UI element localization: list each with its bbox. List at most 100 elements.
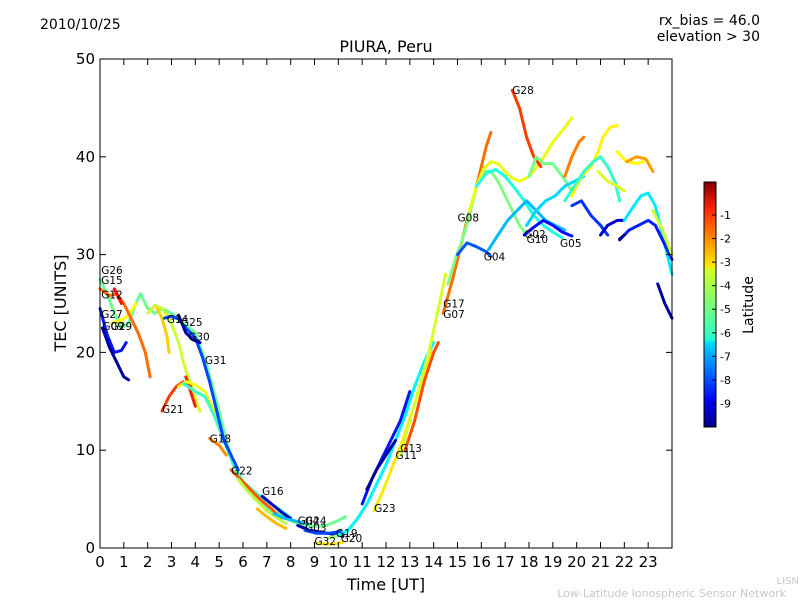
credit-short: LISN [776,576,799,587]
satellite-label-18: G19 [336,528,358,540]
satellite-label-11: G18 [210,433,232,445]
x-tick-label-15: 15 [448,553,467,571]
tec-trace-33 [475,168,564,240]
satellite-label-2: G12 [101,290,123,302]
plot-frame [99,58,673,549]
tec-trace-39 [522,218,574,238]
elevation-label: elevation > 30 [656,29,760,45]
satellite-label-13: G16 [262,486,284,498]
tec-trace-4 [98,306,128,354]
tec-trace-2 [98,287,152,379]
tec-trace-50 [618,233,626,241]
x-tick-label-11: 11 [353,553,372,571]
y-tick-label-5: 50 [76,50,95,68]
satellite-label-16: G03 [305,522,327,534]
tec-trace-29 [398,272,448,457]
colorbar-tick-label-1: -2 [720,233,731,246]
colorbar: -1 -2 -3 -4 -5 -6 -7 -8 -9 Latitude [703,181,757,428]
colorbar-tick-label-4: -5 [720,303,731,316]
satellite-label-9: G31 [205,355,227,367]
rx-bias-label: rx_bias = 46.0 [658,13,760,29]
satellite-label-1: G15 [101,275,123,287]
tec-trace-1 [110,302,138,325]
x-tick-label-2: 2 [143,553,153,571]
x-tick-label-8: 8 [286,553,296,571]
tec-trace-17 [260,494,293,521]
tec-trace-43 [570,199,610,237]
satellite-label-8: G30 [188,332,210,344]
x-tick-label-20: 20 [567,553,586,571]
x-tick-label-19: 19 [543,553,562,571]
tec-trace-47 [625,155,655,173]
tec-trace-49 [618,218,674,261]
tec-trace-44 [599,218,626,237]
colorbar-tick-label-3: -4 [720,280,731,293]
tec-trace-12 [162,314,240,472]
tec-trace-18 [255,507,288,530]
colorbar-tick-label-8: -9 [720,397,731,410]
colorbar-ticks: -1 -2 -3 -4 -5 -6 -7 -8 -9 [712,209,731,410]
satellite-label-7: G25 [181,317,203,329]
tec-trace-15 [229,468,283,521]
satellite-label-25: G08 [458,212,480,224]
y-tick-label-1: 10 [76,441,95,459]
x-tick-label-7: 7 [262,553,272,571]
colorbar-tick-label-0: -1 [720,209,731,222]
y-axis-label: TEC [UNITS] [51,255,70,353]
x-tick-label-14: 14 [424,553,443,571]
y-tick-label-3: 30 [76,246,95,264]
x-tick-label-13: 13 [400,553,419,571]
tec-trace-45 [596,170,626,193]
satellite-label-21: G13 [400,443,422,455]
axes: 0 1 2 3 4 5 6 7 8 9 10 11 12 13 14 15 16 17 18 19 20 21 22 2301… [76,50,673,571]
satellite-label-19: G20 [341,533,363,545]
tec-trace-6 [146,304,202,413]
tec-trace-32 [467,116,574,213]
x-tick-label-9: 9 [310,553,320,571]
tec-trace-27 [365,438,397,491]
tec-trace-41 [563,135,586,178]
tec-trace-21 [303,528,343,535]
x-tick-label-18: 18 [519,553,538,571]
satellite-label-4: G09 [102,321,124,333]
y-tick-label-2: 20 [76,343,95,361]
colorbar-gradient [703,181,717,428]
colorbar-tick-label-6: -7 [720,350,731,363]
tec-trace-3 [112,287,123,305]
tec-trace-13 [177,313,202,345]
satellite-label-26: G04 [484,252,506,264]
tec-trace-0 [98,277,347,528]
satellite-label-23: G17 [443,298,465,310]
y-tick-label-4: 40 [76,148,95,166]
satellite-label-24: G07 [443,309,465,321]
tec-trace-16 [236,478,288,525]
satellite-label-12: G22 [231,466,253,478]
colorbar-tick-label-2: -3 [720,256,731,269]
y-tick-label-0: 0 [85,539,95,557]
x-tick-label-3: 3 [167,553,177,571]
satellite-label-28: G02 [524,229,546,241]
tec-trace-24 [336,341,436,537]
satellite-label-10: G21 [162,404,184,416]
tec-trace-7 [155,306,171,354]
x-tick-label-23: 23 [639,553,658,571]
plot-area [98,88,674,546]
tec-trace-52 [651,209,674,257]
tec-trace-48 [622,191,674,276]
x-tick-label-5: 5 [214,553,224,571]
satellite-label-17: G32 [315,536,337,548]
x-axis-label: Time [UT] [346,575,425,594]
x-tick-label-1: 1 [119,553,129,571]
x-tick-label-4: 4 [191,553,201,571]
x-tick-label-10: 10 [329,553,348,571]
satellite-label-29: G10 [527,234,549,246]
satellite-label-30: G05 [560,238,582,250]
tec-trace-35 [456,241,493,259]
colorbar-tick-label-5: -6 [720,327,731,340]
satellite-label-27: G28 [512,85,534,97]
tec-trace-36 [510,88,543,169]
x-tick-label-17: 17 [496,553,515,571]
satellite-label-6: G14 [167,314,189,326]
satellite-label-22: G11 [396,450,418,462]
